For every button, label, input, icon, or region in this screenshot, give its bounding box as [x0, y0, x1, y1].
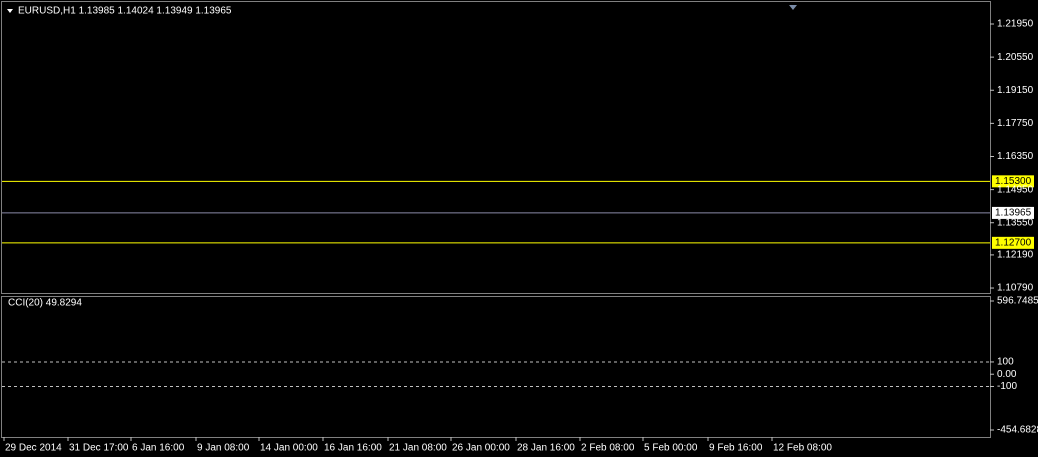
menu-arrow[interactable] [7, 9, 13, 13]
indicator-title: CCI(20) 49.8294 [8, 298, 82, 309]
y-tick-label: 596.7485 [997, 296, 1038, 307]
x-tick-label: 29 Dec 2014 [5, 443, 62, 454]
x-tick-label: 26 Jan 00:00 [452, 443, 510, 454]
y-tick-label: 1.13550 [997, 217, 1034, 228]
level-label-bg [992, 175, 1034, 188]
y-tick-label: 1.19150 [997, 85, 1034, 96]
x-tick-label: 2 Feb 08:00 [581, 443, 635, 454]
y-tick-label: 1.17750 [997, 118, 1034, 129]
x-tick-label: 21 Jan 08:00 [389, 443, 447, 454]
x-tick-label: 31 Dec 17:00 [69, 443, 129, 454]
y-tick-label: 1.12190 [997, 250, 1034, 261]
cci-panel [1, 296, 991, 438]
y-tick-label: -100 [997, 381, 1017, 392]
y-tick-label: 100 [997, 357, 1014, 368]
x-tick-label: 16 Jan 16:00 [324, 443, 382, 454]
level-label-bg [992, 206, 1034, 219]
y-tick-label: -454.6828 [997, 425, 1038, 436]
level-label: 1.13965 [995, 208, 1032, 219]
y-tick-label: 1.21950 [997, 19, 1034, 30]
y-tick-label: 1.20550 [997, 52, 1034, 63]
x-tick-label: 12 Feb 08:00 [773, 443, 832, 454]
y-tick-label: 1.10790 [997, 283, 1034, 294]
y-tick-label: 1.14950 [997, 184, 1034, 195]
y-tick-label: 0.00 [997, 369, 1017, 380]
shift-marker[interactable] [789, 5, 797, 10]
x-tick-label: 5 Feb 00:00 [644, 443, 698, 454]
level-label: 1.12700 [995, 237, 1032, 248]
level-label: 1.15300 [995, 176, 1032, 187]
price-panel [1, 1, 991, 294]
x-tick-label: 28 Jan 16:00 [517, 443, 575, 454]
x-tick-label: 6 Jan 16:00 [132, 443, 185, 454]
x-tick-label: 9 Jan 08:00 [197, 443, 250, 454]
x-tick-label: 14 Jan 00:00 [260, 443, 318, 454]
level-label-bg [992, 236, 1034, 249]
y-tick-label: 1.16350 [997, 151, 1034, 162]
chart-title: EURUSD,H1 1.13985 1.14024 1.13949 1.1396… [18, 6, 232, 17]
x-tick-label: 9 Feb 16:00 [709, 443, 763, 454]
